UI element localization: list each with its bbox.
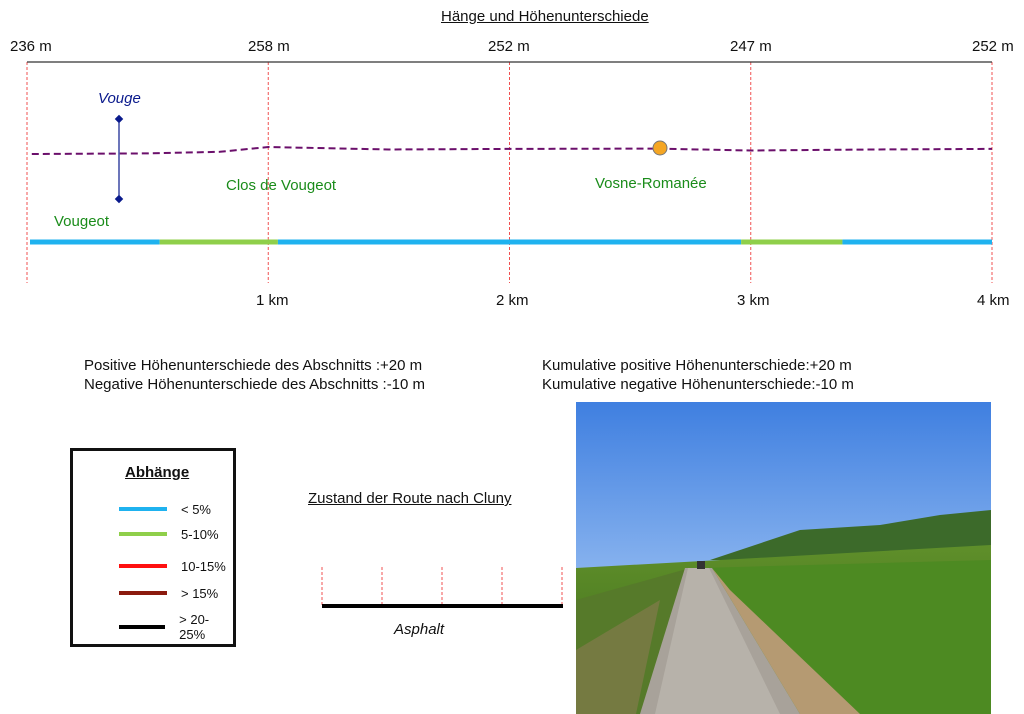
route-title: Zustand der Route nach Cluny: [308, 490, 512, 507]
legend-item: > 20-25%: [119, 612, 233, 642]
route-surface-bar: [321, 567, 563, 608]
legend-item: 10-15%: [119, 558, 226, 574]
slope-legend: Abhänge < 5% 5-10% 10-15% > 15% > 20-25%: [70, 448, 236, 647]
elevation-profile-line: [31, 145, 993, 155]
legend-label: < 5%: [181, 501, 211, 517]
x-tick-2km: 2 km: [496, 292, 529, 309]
place-label-vosne-romanee: Vosne-Romanée: [595, 175, 707, 192]
legend-label: > 20-25%: [179, 612, 210, 642]
elevation-label-1: 258 m: [248, 38, 290, 55]
elevation-label-2: 252 m: [488, 38, 530, 55]
legend-swatch: [119, 625, 166, 629]
river-label: Vouge: [98, 90, 141, 107]
elevation-label-0: 236 m: [10, 38, 52, 55]
legend-label: > 15%: [181, 585, 219, 601]
x-tick-4km: 4 km: [977, 292, 1010, 309]
surface-label: Asphalt: [394, 621, 445, 638]
stat-negative-section: Negative Höhenunterschiede des Abschnitt…: [84, 376, 426, 393]
place-label-clos-de-vougeot: Clos de Vougeot: [226, 177, 337, 194]
elevation-label-4: 252 m: [972, 38, 1014, 55]
legend-item: > 15%: [119, 585, 218, 601]
stat-negative-cumulative: Kumulative negative Höhenunterschiede:-1…: [542, 376, 854, 393]
legend-swatch: [119, 564, 167, 568]
chart-title: Hänge und Höhenunterschiede: [441, 8, 649, 25]
river-marker: [114, 114, 124, 204]
stat-positive-cumulative: Kumulative positive Höhenunterschiede:+2…: [542, 357, 852, 374]
place-label-vougeot: Vougeot: [54, 213, 110, 230]
elevation-label-3: 247 m: [730, 38, 772, 55]
legend-item: 5-10%: [119, 526, 219, 542]
legend-label: 10-15%: [181, 558, 226, 574]
x-tick-3km: 3 km: [737, 292, 770, 309]
legend-swatch: [119, 507, 167, 511]
x-tick-1km: 1 km: [256, 292, 289, 309]
legend-label: 5-10%: [181, 526, 219, 542]
legend-swatch: [119, 532, 167, 536]
legend-item: < 5%: [119, 501, 211, 517]
road-photo: [576, 402, 991, 714]
stat-positive-section: Positive Höhenunterschiede des Abschnitt…: [84, 357, 423, 374]
position-marker: [652, 140, 668, 156]
legend-title: Abhänge: [125, 464, 190, 481]
legend-swatch: [119, 591, 167, 595]
